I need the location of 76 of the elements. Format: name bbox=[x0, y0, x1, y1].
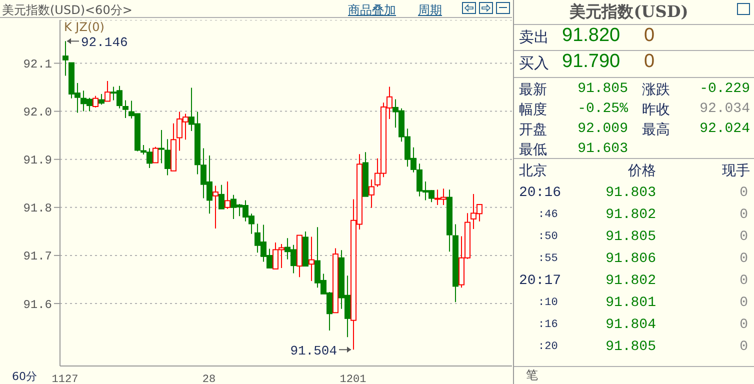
text: 20:17 bbox=[519, 273, 562, 289]
candlestick bbox=[62, 40, 68, 76]
text: 91.603 bbox=[578, 141, 628, 157]
text: 周期 bbox=[418, 2, 442, 19]
text: 昨收 bbox=[642, 101, 670, 119]
x-tick-label: 1127 bbox=[52, 374, 78, 384]
text: 美元指数(USD) bbox=[568, 2, 690, 23]
text: 最低 bbox=[519, 141, 547, 159]
text: 北京 bbox=[519, 162, 547, 180]
text: 涨跌 bbox=[642, 81, 670, 99]
y-tick-label: 91.6 bbox=[23, 298, 52, 312]
candlestick bbox=[308, 236, 314, 282]
text: :55 bbox=[538, 253, 558, 265]
text: :10 bbox=[538, 297, 558, 309]
text: :50 bbox=[538, 231, 558, 243]
text: 现手 bbox=[722, 162, 750, 180]
candlestick bbox=[212, 185, 218, 230]
candlestick bbox=[152, 146, 158, 164]
candlestick bbox=[368, 179, 374, 208]
annotation: K JZ(0) bbox=[64, 20, 104, 34]
text: -0.229 bbox=[700, 81, 750, 97]
text: 91.790 bbox=[562, 51, 620, 73]
text: 0 bbox=[740, 229, 748, 245]
text: 0 bbox=[740, 185, 748, 201]
text: 0 bbox=[644, 25, 655, 47]
text: :46 bbox=[538, 209, 558, 221]
text: 0 bbox=[644, 51, 655, 73]
y-tick-label: 91.7 bbox=[23, 250, 52, 264]
text: 商品叠加 bbox=[348, 2, 396, 19]
candlestick bbox=[218, 184, 224, 210]
text: 0 bbox=[740, 339, 748, 355]
text: -0.25% bbox=[578, 101, 628, 117]
text: 91.806 bbox=[606, 251, 656, 267]
text: 60分 bbox=[12, 369, 37, 384]
x-tick-label: 1201 bbox=[340, 374, 367, 384]
text: 0 bbox=[740, 317, 748, 333]
text: 笔 bbox=[526, 367, 538, 384]
text: 20:16 bbox=[519, 185, 562, 201]
text: 0 bbox=[740, 295, 748, 311]
text: 最新 bbox=[519, 81, 547, 99]
text: 0 bbox=[740, 273, 748, 289]
text: 91.802 bbox=[606, 273, 656, 289]
y-tick-label: 91.9 bbox=[23, 154, 52, 168]
text: 开盘 bbox=[519, 121, 547, 139]
candlestick bbox=[104, 80, 110, 102]
text: 91.803 bbox=[606, 185, 656, 201]
annotation: 92.146 bbox=[81, 35, 128, 50]
text: 91.805 bbox=[578, 81, 628, 97]
candlestick bbox=[224, 180, 230, 210]
y-tick-label: 92.0 bbox=[23, 106, 52, 120]
text: 91.805 bbox=[606, 339, 656, 355]
chart-title: 美元指数(USD)<60分> bbox=[2, 2, 132, 19]
text: 买入 bbox=[519, 54, 549, 73]
text: 最高 bbox=[642, 121, 670, 139]
annotation: 91.504 bbox=[290, 344, 338, 359]
y-tick-label: 92.1 bbox=[23, 58, 52, 72]
x-tick-label: 28 bbox=[202, 374, 216, 384]
text: 91.805 bbox=[606, 229, 656, 245]
candlestick bbox=[122, 100, 128, 119]
text: 92.034 bbox=[700, 101, 750, 117]
text: 91.801 bbox=[606, 295, 656, 311]
text: 价格 bbox=[628, 162, 656, 180]
text: :20 bbox=[538, 341, 558, 353]
text: 卖出 bbox=[519, 28, 549, 47]
text: 91.804 bbox=[606, 317, 656, 333]
text: 0 bbox=[740, 207, 748, 223]
candlestick bbox=[98, 94, 104, 106]
text: 0 bbox=[740, 251, 748, 267]
text: 幅度 bbox=[519, 101, 547, 119]
y-tick-label: 91.8 bbox=[23, 202, 52, 216]
candlestick bbox=[92, 95, 98, 108]
text: :16 bbox=[538, 319, 558, 331]
text: 91.802 bbox=[606, 207, 656, 223]
text: 92.024 bbox=[700, 121, 750, 137]
text: 91.820 bbox=[562, 25, 620, 47]
text: 92.009 bbox=[578, 121, 628, 137]
